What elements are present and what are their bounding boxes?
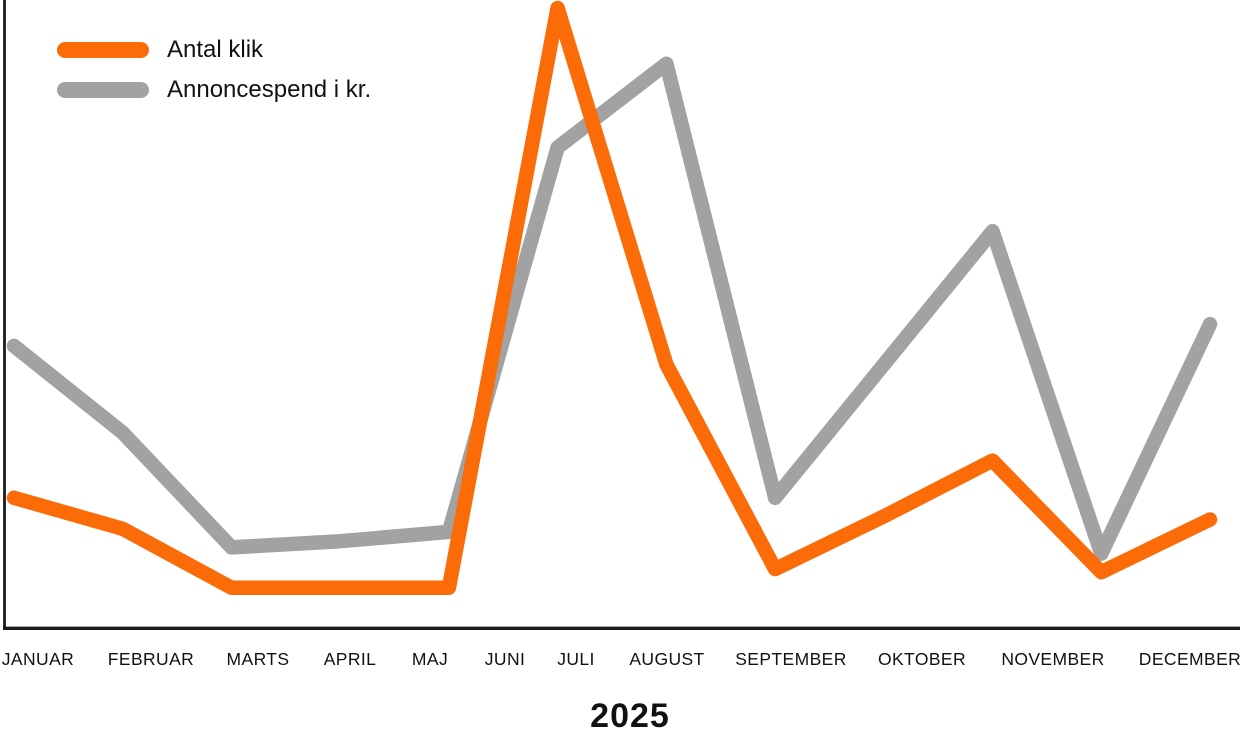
x-axis-label-februar: FEBRUAR: [108, 649, 194, 669]
legend-item-annoncespend: Annoncespend i kr.: [57, 76, 372, 103]
series-line-annoncespend-i-kr-: [6, 56, 1218, 561]
x-axis-label-marts: MARTS: [227, 649, 290, 669]
x-axis-label-september: SEPTEMBER: [735, 649, 847, 669]
x-axis-label-juni: JUNI: [485, 649, 526, 669]
legend-item-antal-klik: Antal klik: [57, 36, 371, 63]
x-axis-label-april: APRIL: [324, 649, 377, 669]
x-axis-label-november: NOVEMBER: [1001, 649, 1104, 669]
series-lines-group: [6, 0, 1218, 595]
chart-legend: Antal klik Annoncespend i kr.: [57, 36, 372, 122]
x-axis-label-oktober: OKTOBER: [878, 649, 966, 669]
legend-label-annoncespend: Annoncespend i kr.: [167, 76, 372, 103]
x-axis-label-juli: JULI: [557, 649, 595, 669]
x-axis-labels-group: JANUAR FEBRUAR MARTS APRIL MAJ JUNI JULI AUGUST…: [2, 649, 1241, 669]
x-axis-label-december: DECEMBER: [1139, 649, 1241, 669]
x-axis-label-august: AUGUST: [629, 649, 704, 669]
legend-swatch-antal-klik: [57, 42, 149, 58]
x-axis-label-januar: JANUAR: [2, 649, 74, 669]
x-axis-label-maj: MAJ: [412, 649, 448, 669]
legend-label-antal-klik: Antal klik: [167, 36, 264, 63]
x-axis-title: 2025: [590, 697, 670, 735]
legend-swatch-annoncespend: [57, 82, 149, 98]
series-line-antal-klik: [6, 0, 1218, 595]
